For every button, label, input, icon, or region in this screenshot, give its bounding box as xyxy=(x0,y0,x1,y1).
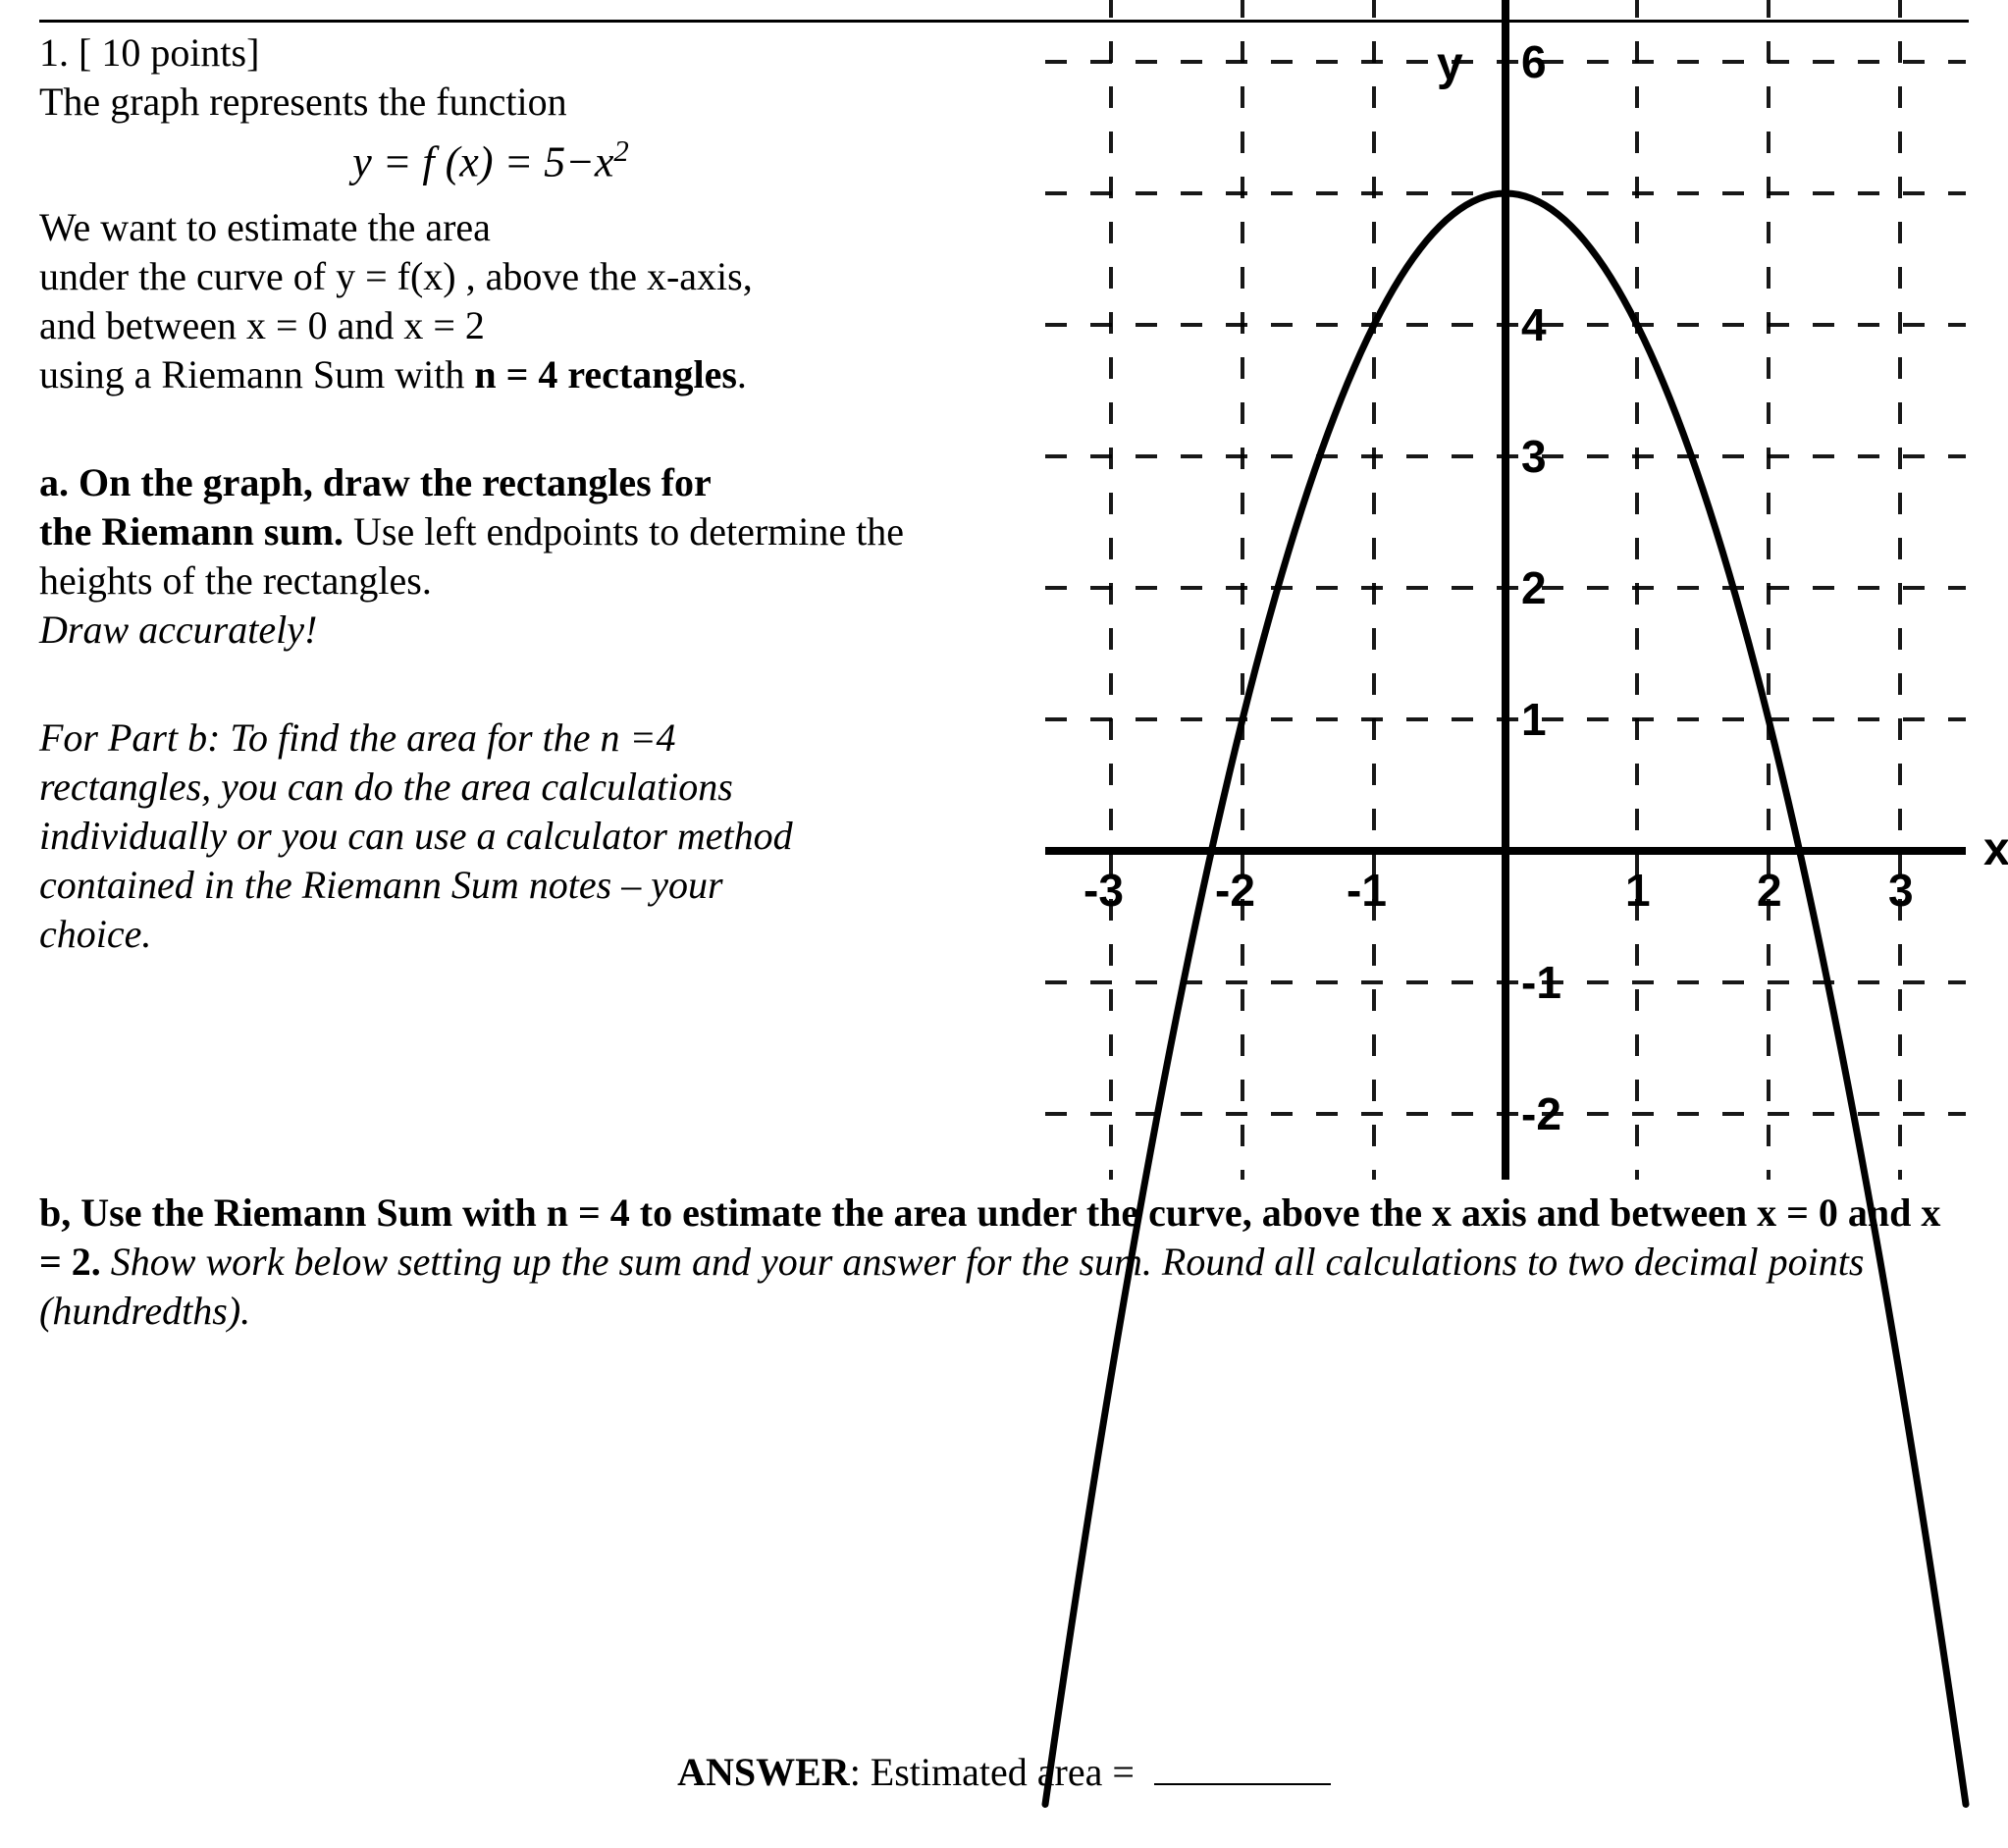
desc-line-2: under the curve of y = f(x) , above the … xyxy=(39,254,753,298)
hint-5: choice. xyxy=(39,912,151,956)
equation-exponent: 2 xyxy=(613,134,628,168)
part-b-hint: For Part b: To find the area for the n =… xyxy=(39,713,942,959)
desc-line-4-bold: n = 4 rectangles xyxy=(474,352,737,396)
answer-text: : Estimated area = xyxy=(850,1750,1135,1794)
svg-text:x: x xyxy=(1983,823,2008,875)
svg-text:3: 3 xyxy=(1888,865,1914,916)
svg-text:1: 1 xyxy=(1625,865,1651,916)
question-text-column: 1. [ 10 points] The graph represents the… xyxy=(39,28,962,998)
hint-3: individually or you can use a calculator… xyxy=(39,814,793,858)
svg-text:y: y xyxy=(1437,38,1463,90)
svg-text:2: 2 xyxy=(1521,562,1547,613)
svg-text:-1: -1 xyxy=(1347,865,1387,916)
svg-text:-2: -2 xyxy=(1521,1088,1561,1139)
part-b-label: b, xyxy=(39,1190,71,1235)
equation-body: y = f (x) = 5−x xyxy=(352,138,613,186)
hint-4: contained in the Riemann Sum notes – you… xyxy=(39,863,723,907)
svg-text:-3: -3 xyxy=(1083,865,1124,916)
svg-text:2: 2 xyxy=(1757,865,1782,916)
part-a-heading1: On the graph, draw the rectangles for xyxy=(79,460,712,504)
desc-line-3: and between x = 0 and x = 2 xyxy=(39,303,485,347)
part-a: a. On the graph, draw the rectangles for… xyxy=(39,458,942,655)
hint-1: For Part b: To find the area for the n =… xyxy=(39,715,675,760)
desc-line-1: We want to estimate the area xyxy=(39,205,491,249)
desc-line-4b: . xyxy=(737,352,747,396)
area-description: We want to estimate the area under the c… xyxy=(39,203,942,399)
svg-text:6: 6 xyxy=(1521,36,1547,87)
part-b: b, Use the Riemann Sum with n = 4 to est… xyxy=(39,1188,1969,1336)
question-number-text: 1. [ 10 points] xyxy=(39,30,259,75)
question-intro: The graph represents the function xyxy=(39,79,567,124)
svg-text:-1: -1 xyxy=(1521,957,1561,1008)
part-b-ital: Show work below setting up the sum and y… xyxy=(39,1240,1864,1333)
part-a-heading2: the Riemann sum. xyxy=(39,509,343,554)
svg-text:-2: -2 xyxy=(1215,865,1255,916)
desc-line-4a: using a Riemann Sum with xyxy=(39,352,474,396)
part-a-ital: Draw accurately! xyxy=(39,607,317,652)
page-top-rule xyxy=(39,20,1969,23)
svg-text:1: 1 xyxy=(1521,694,1547,745)
function-graph: xy-3-2-1123-2-112346 xyxy=(962,28,1963,1167)
hint-2: rectangles, you can do the area calculat… xyxy=(39,765,733,809)
function-equation: y = f (x) = 5−x2 xyxy=(39,132,942,189)
answer-label: ANSWER xyxy=(677,1750,850,1794)
svg-text:4: 4 xyxy=(1521,299,1547,350)
question-number: 1. [ 10 points] The graph represents the… xyxy=(39,28,942,127)
part-a-label: a. xyxy=(39,460,69,504)
answer-row: ANSWER: Estimated area = xyxy=(39,1748,1969,1797)
answer-blank xyxy=(1154,1748,1331,1785)
svg-text:3: 3 xyxy=(1521,431,1547,482)
